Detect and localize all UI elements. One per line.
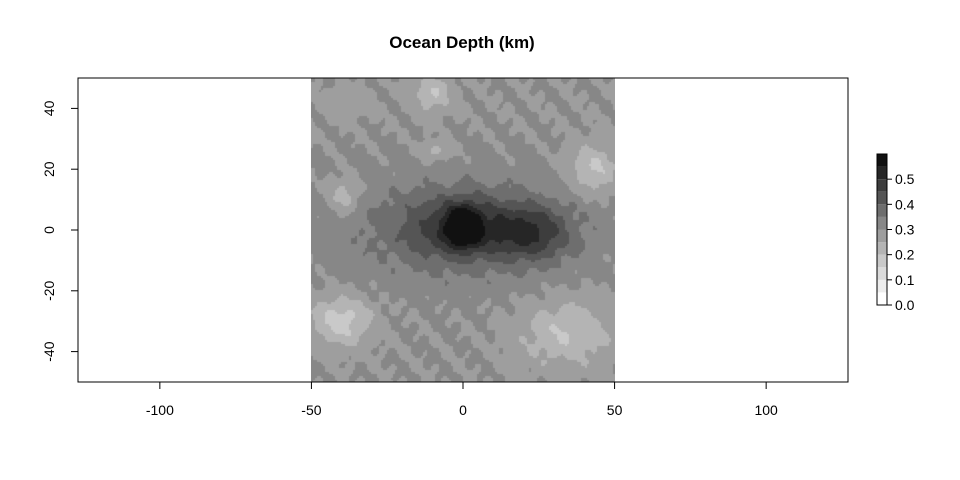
- colorbar-swatch: [877, 166, 887, 180]
- colorbar-legend: 0.0 0.1 0.2 0.3 0.4 0.5: [876, 153, 915, 313]
- x-tick-label: -50: [301, 402, 321, 418]
- colorbar-swatch: [877, 229, 887, 243]
- x-tick-label: 0: [459, 402, 467, 418]
- x-tick-label: 50: [607, 402, 623, 418]
- colorbar-swatch: [877, 191, 887, 205]
- colorbar-swatch: [877, 267, 887, 280]
- colorbar-swatch: [877, 154, 887, 167]
- colorbar-swatch: [877, 279, 887, 293]
- y-axis: -40 -20 0 20 40: [41, 100, 79, 362]
- heatmap-image: [311, 78, 615, 382]
- colorbar-swatch: [877, 292, 887, 305]
- y-tick-label: 0: [41, 226, 57, 234]
- colorbar-swatch: [877, 204, 887, 217]
- y-tick-label: 20: [41, 161, 57, 177]
- y-tick-label: -20: [41, 280, 57, 300]
- colorbar-tick-label: 0.4: [895, 196, 915, 212]
- colorbar-swatch: [877, 242, 887, 255]
- x-axis: -100 -50 0 50 100: [146, 381, 778, 418]
- x-tick-label: 100: [754, 402, 778, 418]
- heatmap-field: [311, 78, 615, 382]
- chart-title: Ocean Depth (km): [389, 33, 534, 52]
- y-tick-label: -40: [41, 341, 57, 361]
- colorbar-tick-label: 0.1: [895, 272, 915, 288]
- colorbar-tick-label: 0.3: [895, 222, 915, 238]
- colorbar-tick-label: 0.0: [895, 297, 915, 313]
- y-tick-label: 40: [41, 100, 57, 116]
- colorbar-swatch: [877, 254, 887, 268]
- colorbar-swatch: [877, 179, 887, 192]
- colorbar-swatch: [877, 216, 887, 230]
- colorbar-tick-label: 0.2: [895, 247, 915, 263]
- colorbar-tick-label: 0.5: [895, 171, 915, 187]
- x-tick-label: -100: [146, 402, 174, 418]
